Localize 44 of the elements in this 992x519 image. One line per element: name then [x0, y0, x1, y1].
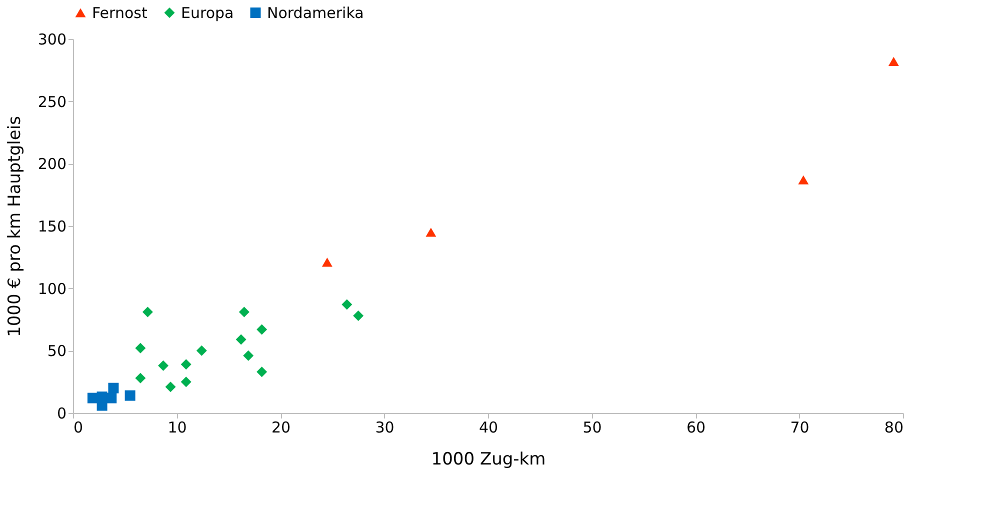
x-tick-label: 30: [375, 418, 394, 436]
x-tick-label: 70: [790, 418, 810, 436]
x-tick-label: 10: [168, 418, 187, 436]
point: [426, 228, 436, 237]
point: [87, 392, 98, 404]
point: [353, 310, 364, 322]
point: [135, 372, 146, 384]
point: [135, 342, 146, 354]
x-tick-label: 0: [74, 418, 84, 436]
x-tick-label: 80: [884, 418, 904, 436]
point: [322, 258, 332, 267]
x-tick-label: 20: [271, 418, 291, 436]
point: [256, 324, 268, 335]
point: [888, 56, 899, 66]
y-tick-label: 200: [38, 155, 66, 174]
x-axis-title: 1000 Zug-km: [431, 450, 546, 470]
y-tick-label: 250: [38, 92, 66, 111]
point: [798, 175, 809, 184]
point: [158, 360, 169, 371]
y-axis-title: 1000 € pro km Hauptgleis: [4, 116, 25, 337]
point: [236, 334, 246, 345]
legend-label: Nordamerika: [267, 4, 364, 22]
y-tick-label: 50: [47, 342, 66, 360]
point: [180, 359, 192, 370]
legend-label: Europa: [181, 4, 234, 22]
point: [106, 392, 117, 404]
y-tick-label: 0: [56, 404, 66, 422]
point: [256, 366, 268, 378]
x-tick-label: 40: [478, 418, 498, 436]
point: [180, 376, 192, 388]
x-tick-label: 60: [686, 418, 706, 436]
legend-label: Fernost: [92, 4, 148, 22]
y-tick-label: 100: [38, 280, 66, 298]
x-tick-label: 50: [582, 418, 602, 436]
point: [124, 390, 136, 401]
y-tick-label: 150: [38, 218, 66, 236]
point: [342, 299, 352, 310]
point: [243, 350, 254, 361]
point: [108, 382, 119, 394]
point: [142, 306, 153, 318]
point: [238, 306, 250, 318]
y-tick-label: 300: [38, 30, 66, 48]
point: [165, 382, 176, 392]
point: [196, 345, 207, 356]
